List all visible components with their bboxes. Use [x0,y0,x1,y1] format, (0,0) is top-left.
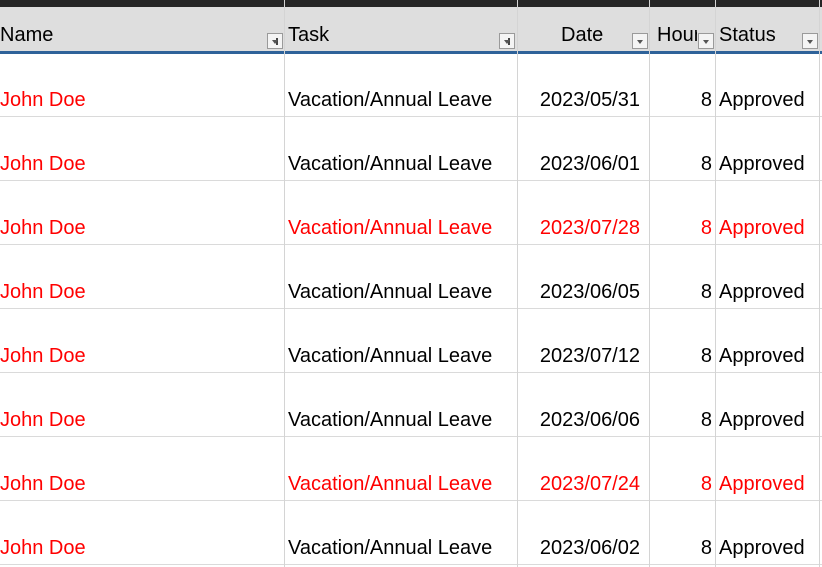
header-status[interactable]: Status [719,24,776,46]
table-row: John Doe Vacation/Annual Leave 2023/07/24 8… [0,437,822,501]
cell-task[interactable]: Vacation/Annual Leave [288,281,493,303]
table-row: John Doe Vacation/Annual Leave 2023/07/12 8… [0,309,822,373]
cell-name[interactable]: John Doe [0,217,86,239]
table-header-row [0,7,822,54]
cell-date[interactable]: 2023/06/01 [539,153,640,175]
column-divider [284,0,285,567]
column-divider [517,0,518,567]
cell-status[interactable]: Approved [719,217,805,239]
cell-status[interactable]: Approved [719,345,805,367]
table-row: John Doe Vacation/Annual Leave 2023/07/28 8… [0,181,822,245]
table-row: John Doe Vacation/Annual Leave 2023/06/06 8… [0,373,822,437]
cell-task[interactable]: Vacation/Annual Leave [288,153,493,175]
cell-task[interactable]: Vacation/Annual Leave [288,89,493,111]
cell-date[interactable]: 2023/05/31 [539,89,640,111]
cell-name[interactable]: John Doe [0,89,86,111]
column-header-bar [0,0,822,7]
cell-task[interactable]: Vacation/Annual Leave [288,537,493,559]
cell-name[interactable]: John Doe [0,153,86,175]
table-row: John Doe Vacation/Annual Leave 2023/06/02 8… [0,501,822,565]
table-row: John Doe Vacation/Annual Leave 2023/06/05 8… [0,245,822,309]
cell-name[interactable]: John Doe [0,281,86,303]
cell-name[interactable]: John Doe [0,473,86,495]
cell-task[interactable]: Vacation/Annual Leave [288,409,493,431]
header-date[interactable]: Date [561,24,604,46]
cell-task[interactable]: Vacation/Annual Leave [288,345,493,367]
cell-name[interactable]: John Doe [0,409,86,431]
header-hours[interactable]: Hours [657,24,697,46]
cell-hours[interactable]: 8 [700,89,712,111]
dropdown-icon[interactable] [698,33,714,49]
cell-task[interactable]: Vacation/Annual Leave [288,473,493,495]
cell-status[interactable]: Approved [719,153,805,175]
header-name[interactable]: Name [0,24,54,46]
column-divider [819,0,820,567]
cell-date[interactable]: 2023/06/05 [539,281,640,303]
table-row: John Doe Vacation/Annual Leave 2023/06/01 8… [0,117,822,181]
column-divider [715,0,716,567]
cell-hours[interactable]: 8 [700,217,712,239]
cell-task[interactable]: Vacation/Annual Leave [288,217,493,239]
cell-name[interactable]: John Doe [0,537,86,559]
cell-date[interactable]: 2023/07/12 [539,345,640,367]
cell-date[interactable]: 2023/07/24 [539,473,640,495]
cell-hours[interactable]: 8 [700,345,712,367]
cell-hours[interactable]: 8 [700,473,712,495]
dropdown-icon[interactable] [802,33,818,49]
cell-status[interactable]: Approved [719,89,805,111]
cell-hours[interactable]: 8 [700,409,712,431]
cell-status[interactable]: Approved [719,537,805,559]
cell-status[interactable]: Approved [719,281,805,303]
column-divider [649,0,650,567]
cell-status[interactable]: Approved [719,473,805,495]
filter-active-icon[interactable] [267,33,283,49]
table-row: John Doe Vacation/Annual Leave 2023/05/31 8… [0,53,822,117]
cell-hours[interactable]: 8 [700,281,712,303]
cell-date[interactable]: 2023/07/28 [539,217,640,239]
cell-name[interactable]: John Doe [0,345,86,367]
cell-hours[interactable]: 8 [700,153,712,175]
dropdown-icon[interactable] [632,33,648,49]
filter-active-icon[interactable] [499,33,515,49]
cell-status[interactable]: Approved [719,409,805,431]
cell-date[interactable]: 2023/06/02 [539,537,640,559]
cell-hours[interactable]: 8 [700,537,712,559]
header-task[interactable]: Task [288,24,330,46]
cell-date[interactable]: 2023/06/06 [539,409,640,431]
